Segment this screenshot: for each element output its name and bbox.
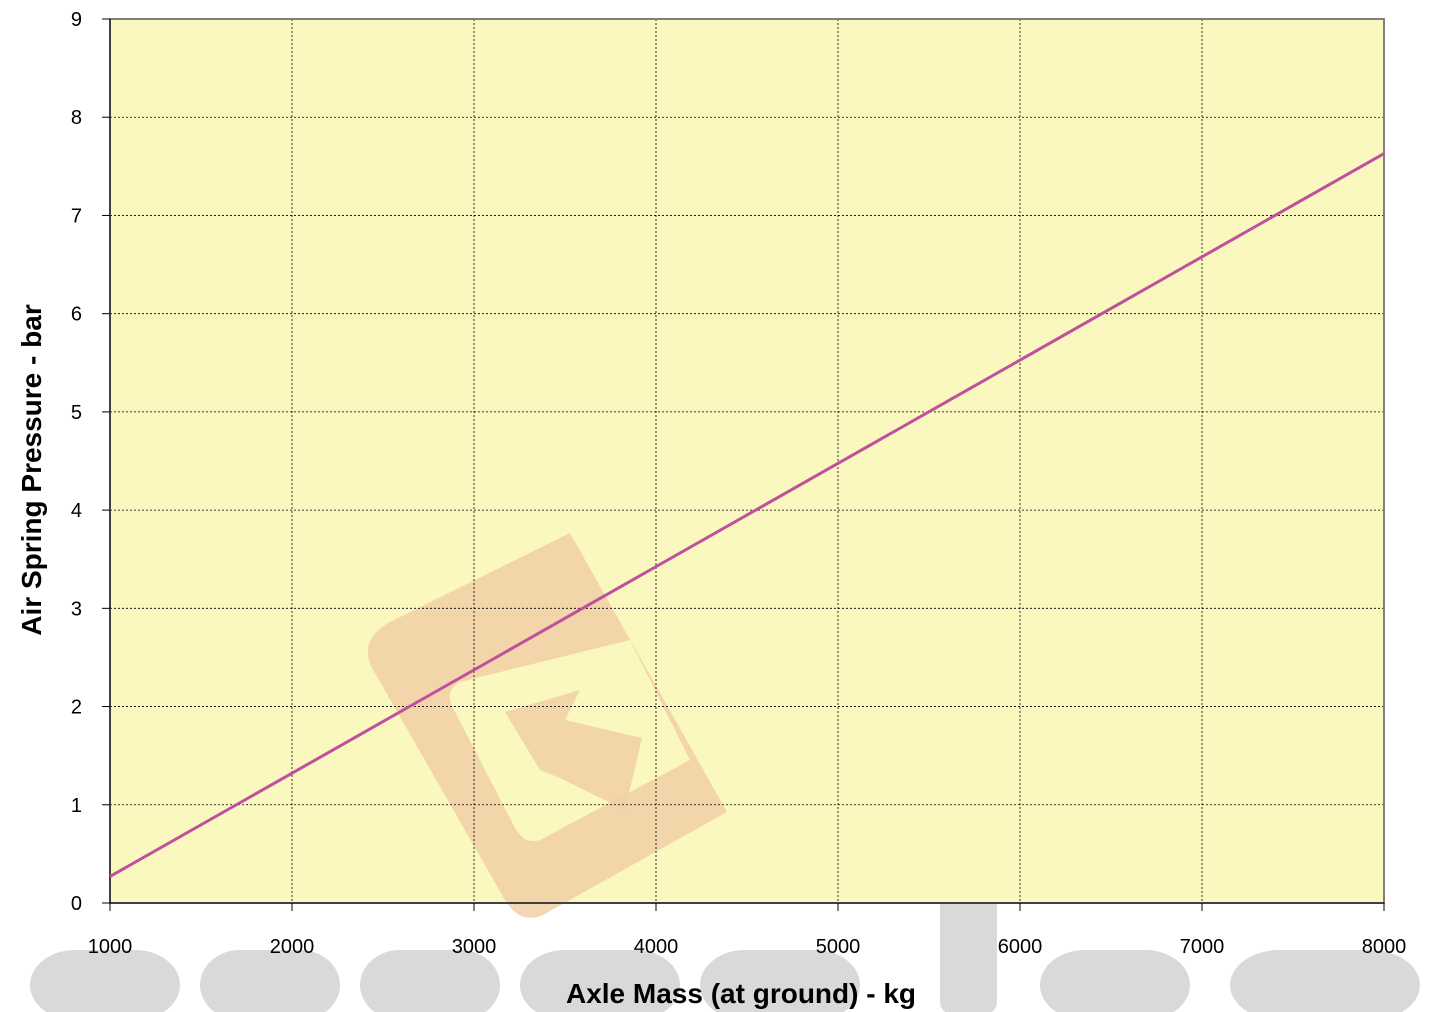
y-tick-label: 7 <box>71 205 82 227</box>
plot-area <box>110 19 1384 903</box>
x-axis: 1000 2000 3000 4000 5000 6000 7000 8000 <box>88 902 1407 958</box>
series-line <box>109 152 1385 878</box>
y-tick-label: 2 <box>71 697 82 719</box>
x-axis-label: Axle Mass (at ground) - kg <box>566 978 916 1009</box>
x-tick-label: 7000 <box>1180 936 1225 958</box>
y-tick-label: 8 <box>71 107 82 129</box>
y-tick-label: 0 <box>71 893 82 915</box>
x-tick-label: 2000 <box>270 936 315 958</box>
x-tick-label: 6000 <box>998 936 1043 958</box>
watermark-text <box>0 884 1429 1012</box>
x-tick-label: 8000 <box>1362 936 1407 958</box>
x-tick-label: 5000 <box>816 936 861 958</box>
arrow-logo-icon <box>367 533 727 918</box>
series <box>109 152 1385 878</box>
y-tick-label: 6 <box>71 304 82 326</box>
x-tick-label: 4000 <box>634 936 679 958</box>
y-tick-label: 3 <box>71 598 82 620</box>
x-tick-label: 1000 <box>88 936 133 958</box>
y-tick-label: 1 <box>71 795 82 817</box>
grid <box>110 19 1384 903</box>
x-tick-label: 3000 <box>452 936 497 958</box>
y-tick-label: 9 <box>71 9 82 31</box>
y-tick-label: 5 <box>71 402 82 424</box>
y-tick-label: 4 <box>71 500 82 522</box>
y-axis: 0 1 2 3 4 5 6 7 8 9 <box>71 9 111 915</box>
y-axis-label: Air Spring Pressure - bar <box>16 304 47 636</box>
